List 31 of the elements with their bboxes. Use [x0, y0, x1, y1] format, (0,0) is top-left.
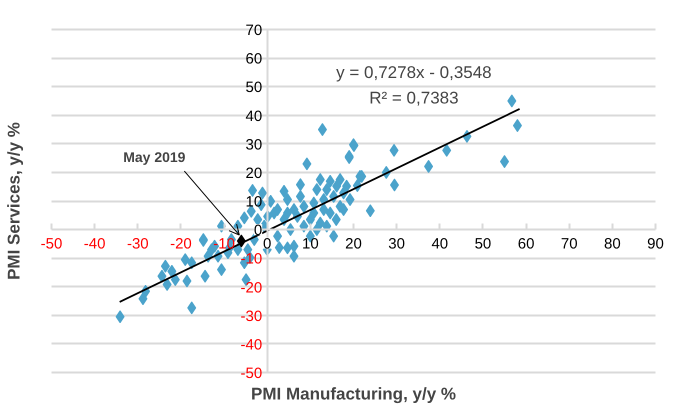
x-tick-label: -10	[213, 236, 235, 253]
x-axis-title: PMI Manufacturing, y/y %	[251, 384, 456, 404]
annotation: y = 0,7278x - 0,3548	[336, 62, 492, 82]
x-tick-label: -50	[40, 236, 62, 253]
y-tick-label: -10	[240, 250, 262, 268]
x-tick-label: -40	[84, 236, 106, 253]
x-tick-label: 40	[431, 236, 448, 253]
y-tick-label: 0	[254, 222, 262, 240]
y-tick-label: 70	[246, 22, 262, 39]
y-tick-label: -30	[240, 308, 262, 325]
x-tick-label: 10	[302, 236, 319, 253]
annotation: R² = 0,7383	[369, 88, 459, 108]
x-tick-label: 30	[388, 236, 405, 253]
y-tick-label: 50	[246, 79, 262, 96]
x-tick-label: 60	[518, 236, 534, 253]
y-tick-label: 30	[246, 136, 262, 154]
x-tick-label: 90	[647, 236, 664, 253]
x-tick-label: 70	[560, 236, 578, 253]
annotation: May 2019	[123, 149, 186, 166]
x-tick-label: 20	[345, 236, 362, 253]
y-axis-title: PMI Services, y/y %	[4, 122, 24, 280]
y-tick-label: -40	[240, 336, 262, 354]
y-tick-label: 20	[246, 164, 262, 182]
x-tick-label: -20	[170, 236, 192, 253]
y-tick-label: -20	[240, 279, 262, 296]
y-tick-label: 60	[246, 50, 262, 68]
y-tick-label: 40	[246, 108, 262, 125]
x-tick-label: -30	[126, 236, 149, 253]
x-tick-label: 50	[474, 236, 492, 253]
x-tick-label: 80	[604, 236, 621, 253]
y-tick-label: -50	[240, 365, 262, 382]
